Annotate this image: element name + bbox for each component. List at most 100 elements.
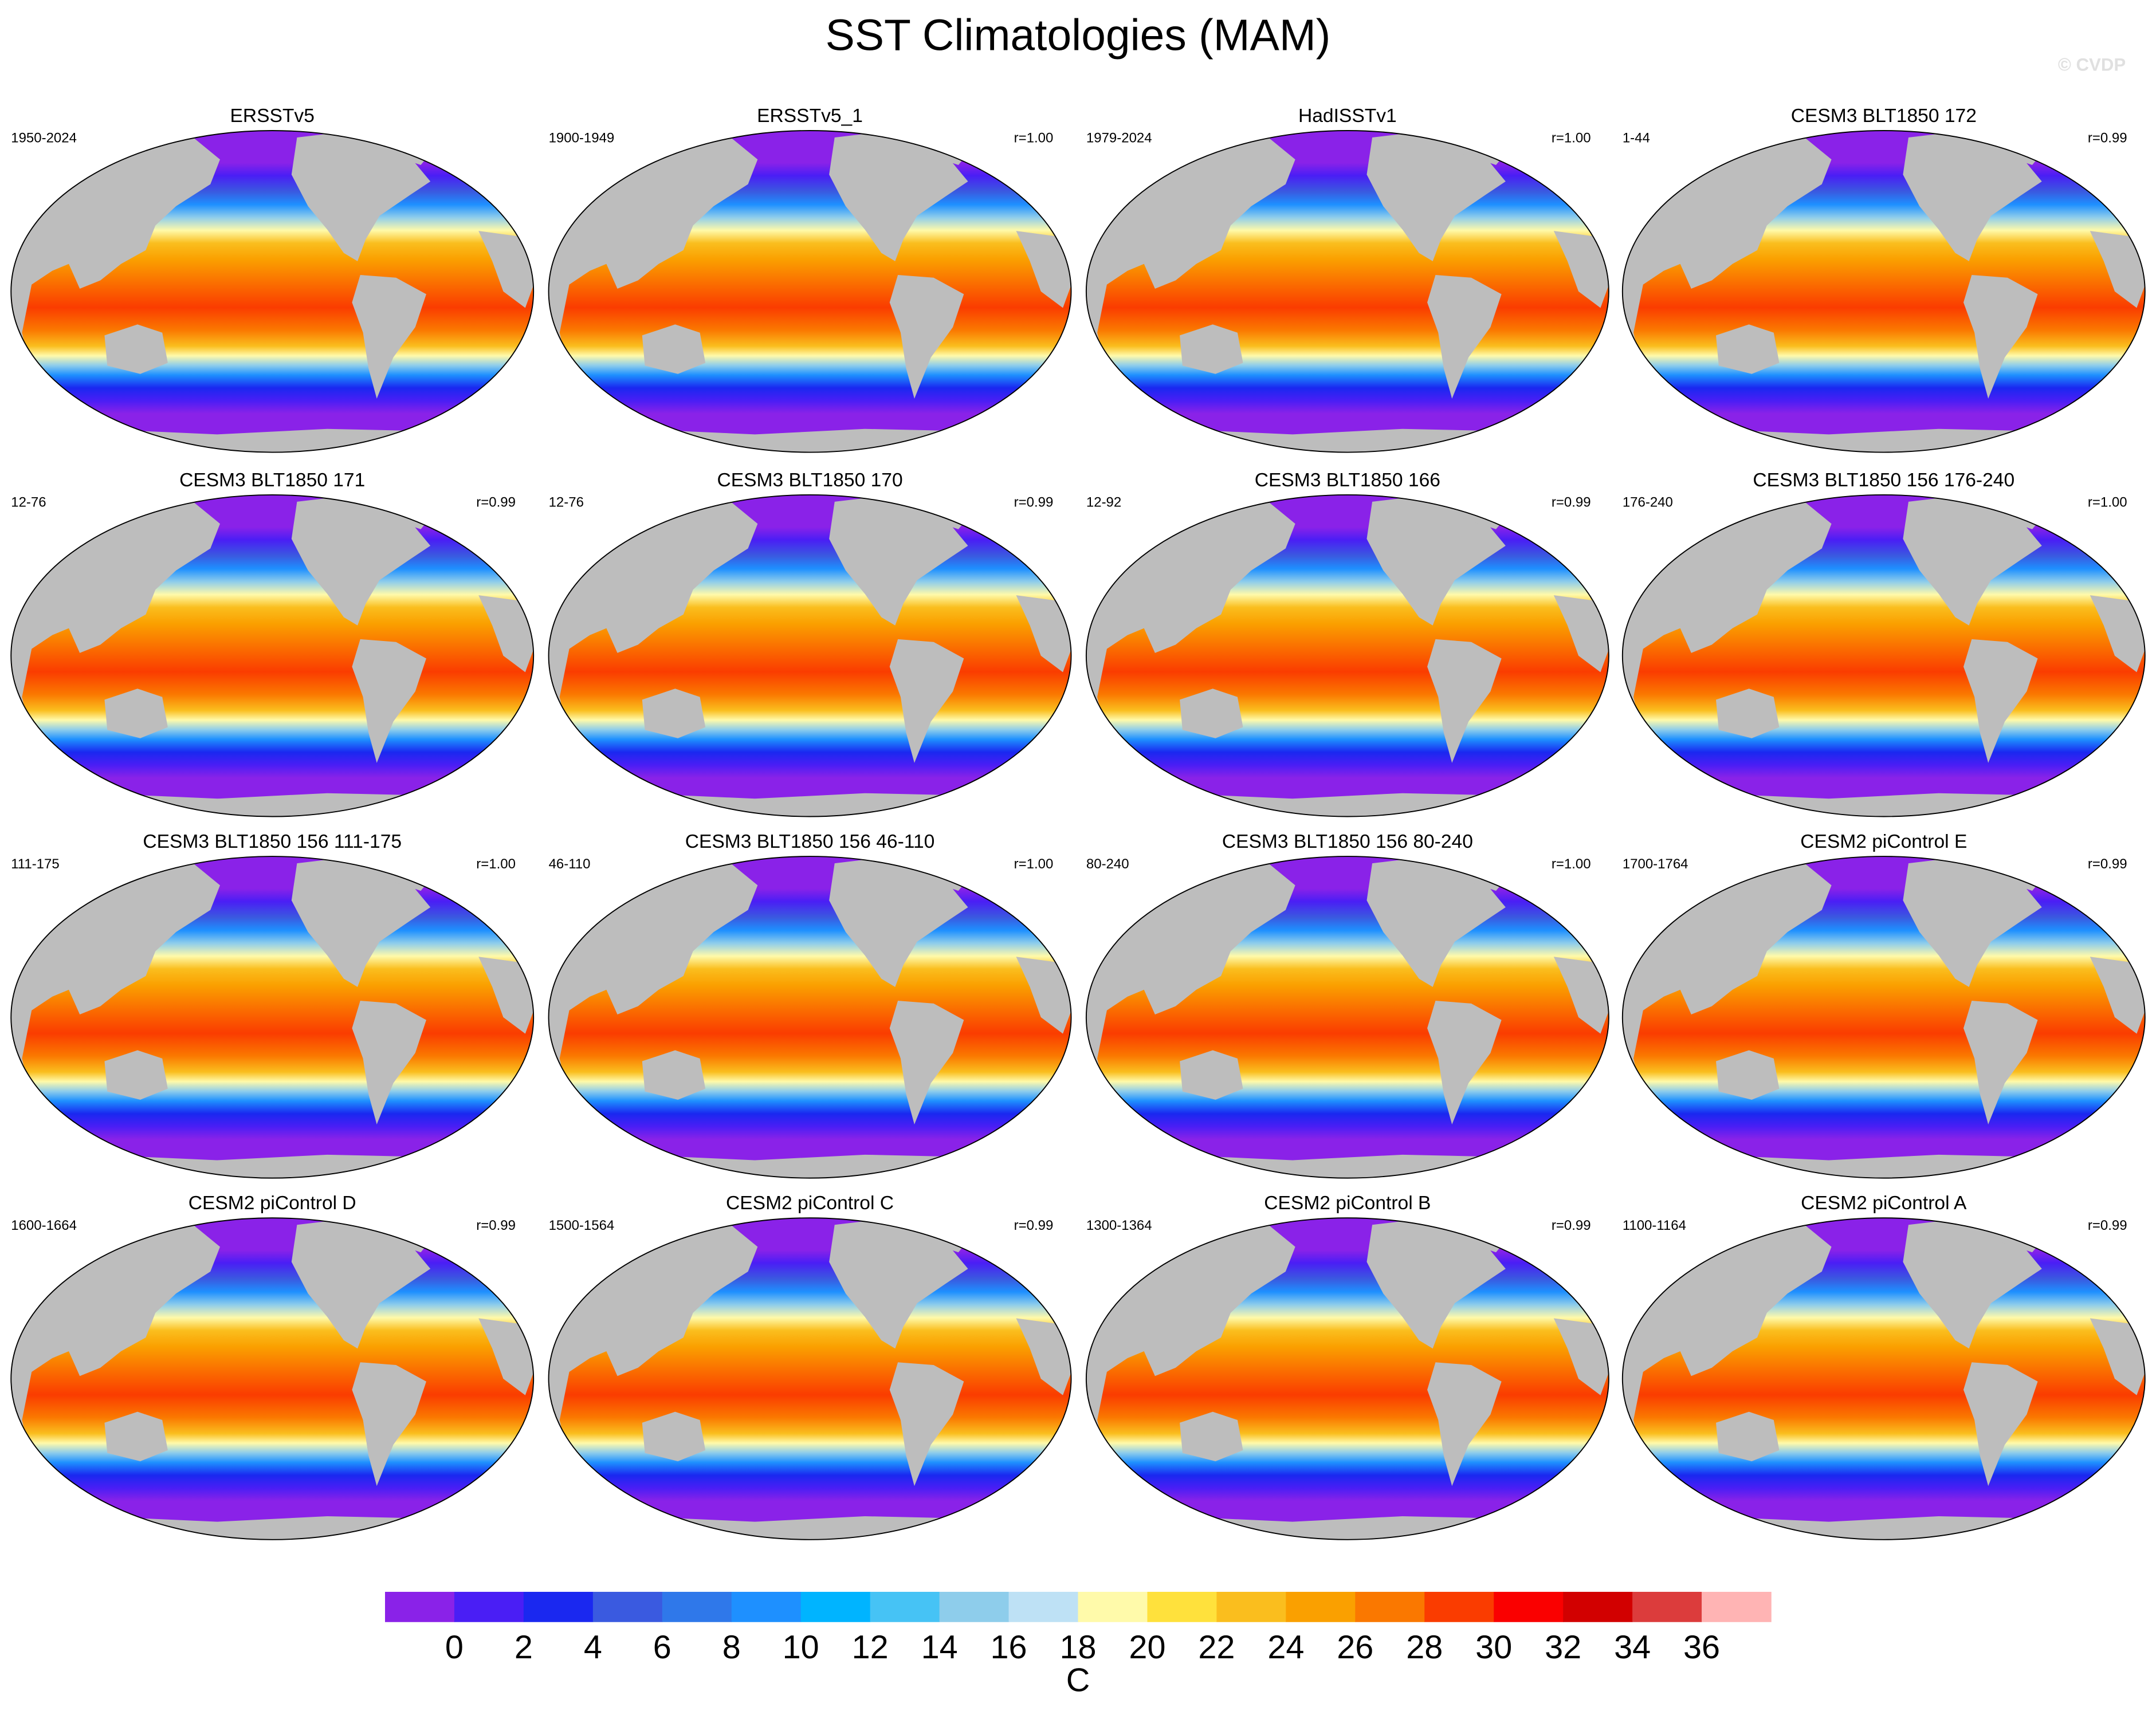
map-panel [1621,130,2146,453]
panel-correlation: r=0.99 [476,1218,516,1233]
panel-correlation: r=1.00 [476,856,516,872]
map-clip [1622,856,2145,1178]
colorbar-label: 12 [852,1629,889,1666]
map-outline [548,1217,1072,1540]
colorbar-label: 30 [1475,1629,1512,1666]
map-outline [1085,494,1609,817]
colorbar-label: 36 [1683,1629,1720,1666]
panel-period: 1950-2024 [11,131,77,146]
watermark: © CVDP [2058,54,2126,74]
colorbar-box [870,1591,940,1622]
map-clip [1086,494,1609,817]
panel-correlation: r=1.00 [1552,856,1591,872]
panel-correlation: r=0.99 [1552,1218,1591,1233]
colorbar-label: 2 [515,1629,533,1666]
panel-title: CESM2 piControl A [1801,1193,1967,1214]
map-panel [1621,856,2146,1179]
panel-title: CESM3 BLT1850 171 [179,470,365,491]
colorbar-box [1702,1591,1772,1622]
colorbar-box [1286,1591,1356,1622]
figure-title: SST Climatologies (MAM) [826,10,1331,60]
map-outline [1621,494,2146,817]
colorbar-label: 22 [1198,1629,1235,1666]
colorbar-label: 6 [653,1629,671,1666]
colorbar-box [1078,1591,1148,1622]
panel-period: 1500-1564 [549,1218,615,1233]
colorbar-box [1424,1591,1494,1622]
map-outline [1621,856,2146,1179]
colorbar-box [939,1591,1010,1622]
colorbar-box [662,1591,732,1622]
panel-title: CESM2 piControl C [726,1193,894,1214]
panel-period: 1600-1664 [11,1218,77,1233]
panel-title: CESM3 BLT1850 166 [1255,470,1440,491]
colorbar-box [1216,1591,1287,1622]
panel-title: CESM3 BLT1850 172 [1791,105,1977,127]
map-clip [1622,494,2145,817]
colorbar-box [1563,1591,1633,1622]
map-outline [1085,130,1609,453]
panel-period: 1900-1949 [549,131,615,146]
colorbar-label: 0 [445,1629,464,1666]
panel-correlation: r=0.99 [1552,495,1591,510]
panel-title: CESM2 piControl E [1800,831,1967,852]
panel-correlation: r=1.00 [1014,856,1054,872]
panel-period: 1100-1164 [1623,1218,1686,1233]
colorbar-box [800,1591,871,1622]
panel-correlation: r=0.99 [2088,131,2127,146]
panel-period: 12-76 [11,495,46,510]
map-outline [548,130,1072,453]
map-panel [548,856,1072,1179]
panel-period: 46-110 [549,856,591,872]
panel-correlation: r=1.00 [1014,131,1054,146]
panel-title: CESM3 BLT1850 156 176-240 [1753,470,2014,491]
map-outline [548,856,1072,1179]
colorbar-label: 28 [1406,1629,1443,1666]
panel-period: 111-175 [11,856,59,872]
map-panel [1085,856,1609,1179]
panel-correlation: r=0.99 [1014,1218,1054,1233]
map-panel [548,494,1072,817]
panel-title: CESM3 BLT1850 156 46-110 [685,831,935,852]
map-clip [11,494,534,817]
colorbar-box [731,1591,802,1622]
panel-period: 176-240 [1623,495,1673,510]
map-clip [548,856,1071,1178]
colorbar-box [384,1591,455,1622]
colorbar-unit: C [1066,1662,1090,1699]
panel-title: CESM2 piControl D [188,1193,356,1214]
panel-title: HadISSTv1 [1298,105,1397,127]
map-panel [1621,1217,2146,1540]
colorbar-label: 34 [1614,1629,1651,1666]
map-panel [10,130,535,453]
map-clip [548,130,1071,453]
map-outline [10,130,535,453]
map-outline [10,1217,535,1540]
panel-title: ERSSTv5 [230,105,315,127]
map-clip [11,130,534,453]
panel-period: 80-240 [1086,856,1129,872]
colorbar-box [523,1591,594,1622]
panel-correlation: r=0.99 [476,495,516,510]
colorbar-label: 18 [1059,1629,1096,1666]
colorbar-box [1147,1591,1218,1622]
colorbar-label: 20 [1129,1629,1165,1666]
map-panel [548,130,1072,453]
colorbar-label: 16 [991,1629,1027,1666]
map-panel [10,856,535,1179]
panel-title: CESM3 BLT1850 170 [717,470,902,491]
panel-period: 12-76 [549,495,584,510]
map-panel [548,1217,1072,1540]
map-clip [1086,1218,1609,1540]
colorbar-label: 26 [1337,1629,1373,1666]
colorbar-label: 14 [921,1629,958,1666]
panel-title: CESM3 BLT1850 156 111-175 [143,831,402,852]
map-outline [10,494,535,817]
map-clip [11,1218,534,1540]
colorbar-label: 4 [584,1629,602,1666]
map-clip [1622,1218,2145,1540]
map-outline [548,494,1072,817]
colorbar-box [1008,1591,1079,1622]
colorbar-box [592,1591,663,1622]
